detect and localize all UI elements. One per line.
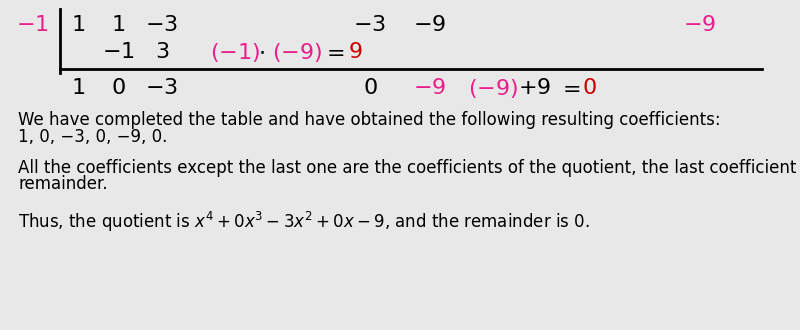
- Text: $(-9)$: $(-9)$: [468, 77, 518, 100]
- Text: $-9$: $-9$: [683, 15, 717, 35]
- Text: $0$: $0$: [362, 78, 378, 98]
- Text: $-9$: $-9$: [414, 78, 446, 98]
- Text: $-9$: $-9$: [414, 15, 446, 35]
- Text: All the coefficients except the last one are the coefficients of the quotient, t: All the coefficients except the last one…: [18, 159, 800, 177]
- Text: $(-1)$: $(-1)$: [210, 41, 260, 63]
- Text: We have completed the table and have obtained the following resulting coefficien: We have completed the table and have obt…: [18, 111, 721, 129]
- Text: $-3$: $-3$: [146, 78, 178, 98]
- Text: $0$: $0$: [582, 78, 597, 98]
- Text: $+9$: $+9$: [518, 78, 551, 98]
- Text: $1$: $1$: [71, 15, 85, 35]
- Text: $(-9)$: $(-9)$: [272, 41, 322, 63]
- Text: $0$: $0$: [110, 78, 126, 98]
- Text: $-3$: $-3$: [146, 15, 178, 35]
- Text: 1, 0, −3, 0, −9, 0.: 1, 0, −3, 0, −9, 0.: [18, 128, 167, 146]
- Text: $=$: $=$: [558, 78, 581, 98]
- Text: $=$: $=$: [322, 42, 345, 62]
- Text: $-1$: $-1$: [16, 15, 48, 35]
- Text: $9$: $9$: [348, 42, 362, 62]
- Text: $1$: $1$: [71, 78, 85, 98]
- Text: $\cdot$: $\cdot$: [258, 42, 265, 62]
- Text: $-1$: $-1$: [102, 42, 134, 62]
- Text: remainder.: remainder.: [18, 175, 108, 193]
- Text: $-3$: $-3$: [354, 15, 386, 35]
- Text: $1$: $1$: [111, 15, 125, 35]
- Text: $3$: $3$: [155, 42, 169, 62]
- Text: Thus, the quotient is $x^4 + 0x^3 - 3x^2 + 0x - 9$, and the remainder is $0$.: Thus, the quotient is $x^4 + 0x^3 - 3x^2…: [18, 210, 590, 234]
